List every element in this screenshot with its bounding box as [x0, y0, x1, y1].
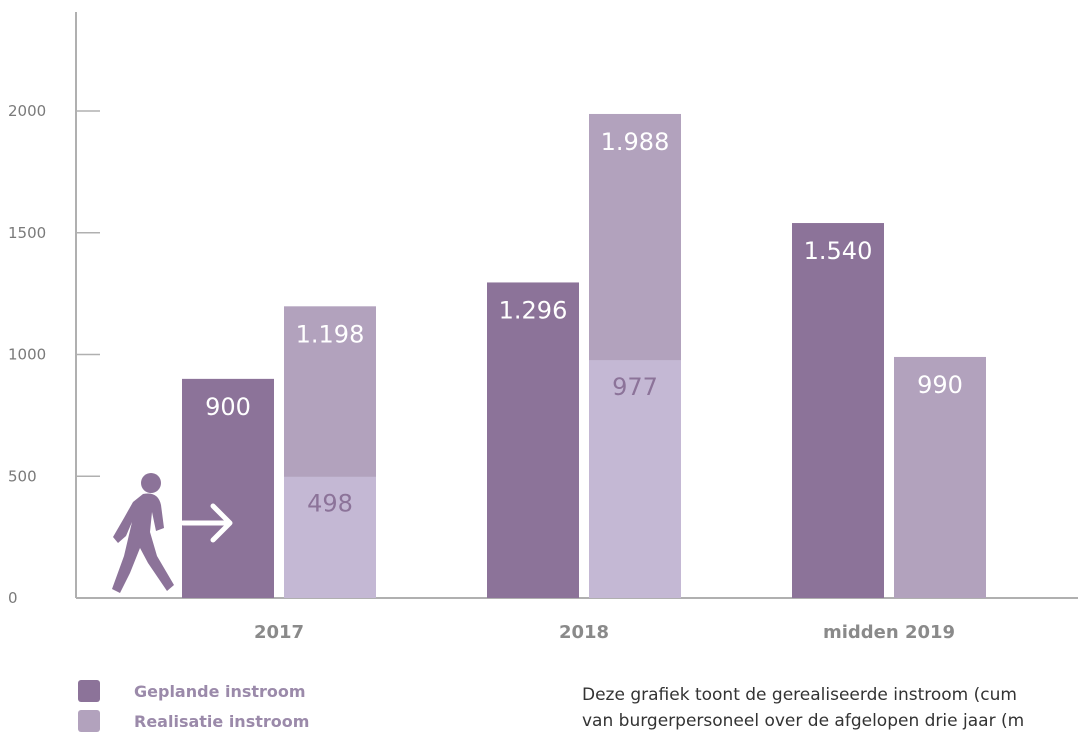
legend-item-planned: Geplande instroom — [78, 676, 309, 706]
bars: 900 498 1.198 2017 1.296 977 1.988 2018 1.540 990… — [182, 113, 986, 643]
y-tick-label-1000: 1000 — [8, 346, 46, 364]
label-realised-0: 1.198 — [296, 320, 365, 348]
y-tick-label-1500: 1500 — [8, 224, 46, 242]
bar-realised-segment-1 — [589, 360, 681, 598]
chart-caption: Deze grafiek toont de gerealiseerde inst… — [582, 682, 1078, 734]
legend-swatch-planned — [78, 680, 100, 702]
y-tick-label-0: 0 — [8, 589, 18, 607]
label-realised-1: 1.988 — [601, 128, 670, 156]
bar-realised-2 — [894, 356, 986, 598]
legend-swatch-realised — [78, 710, 100, 732]
x-category-label-2: midden 2019 — [823, 622, 955, 643]
y-tick-label-2000: 2000 — [8, 102, 46, 120]
label-realised-2: 990 — [917, 371, 963, 399]
bar-planned-2 — [792, 223, 884, 599]
legend: Geplande instroom Realisatie instroom — [78, 676, 309, 736]
x-category-label-0: 2017 — [254, 622, 304, 643]
y-tick-label-500: 500 — [8, 467, 37, 485]
label-realised-segment-1: 977 — [612, 373, 658, 401]
bar-planned-0 — [182, 378, 274, 598]
caption-line-2: van burgerpersoneel over de afgelopen dr… — [582, 711, 1025, 731]
label-planned-2: 1.540 — [804, 237, 873, 265]
label-planned-1: 1.296 — [499, 296, 568, 324]
label-realised-segment-0: 498 — [307, 490, 353, 518]
legend-label-realised: Realisatie instroom — [134, 711, 310, 731]
arrow-right-icon — [180, 503, 233, 543]
bar-planned-1 — [487, 282, 579, 598]
legend-label-planned: Geplande instroom — [134, 681, 306, 701]
bar-chart: 0 500 1000 1500 2000 900 498 1.198 2017 1.296 977… — [8, 12, 1078, 643]
x-category-label-1: 2018 — [559, 622, 609, 643]
label-planned-0: 900 — [205, 393, 251, 421]
legend-item-realised: Realisatie instroom — [78, 706, 309, 736]
walking-person-icon — [112, 473, 174, 593]
caption-line-1: Deze grafiek toont de gerealiseerde inst… — [582, 685, 1017, 705]
bar-realised-segment-0 — [284, 476, 376, 598]
